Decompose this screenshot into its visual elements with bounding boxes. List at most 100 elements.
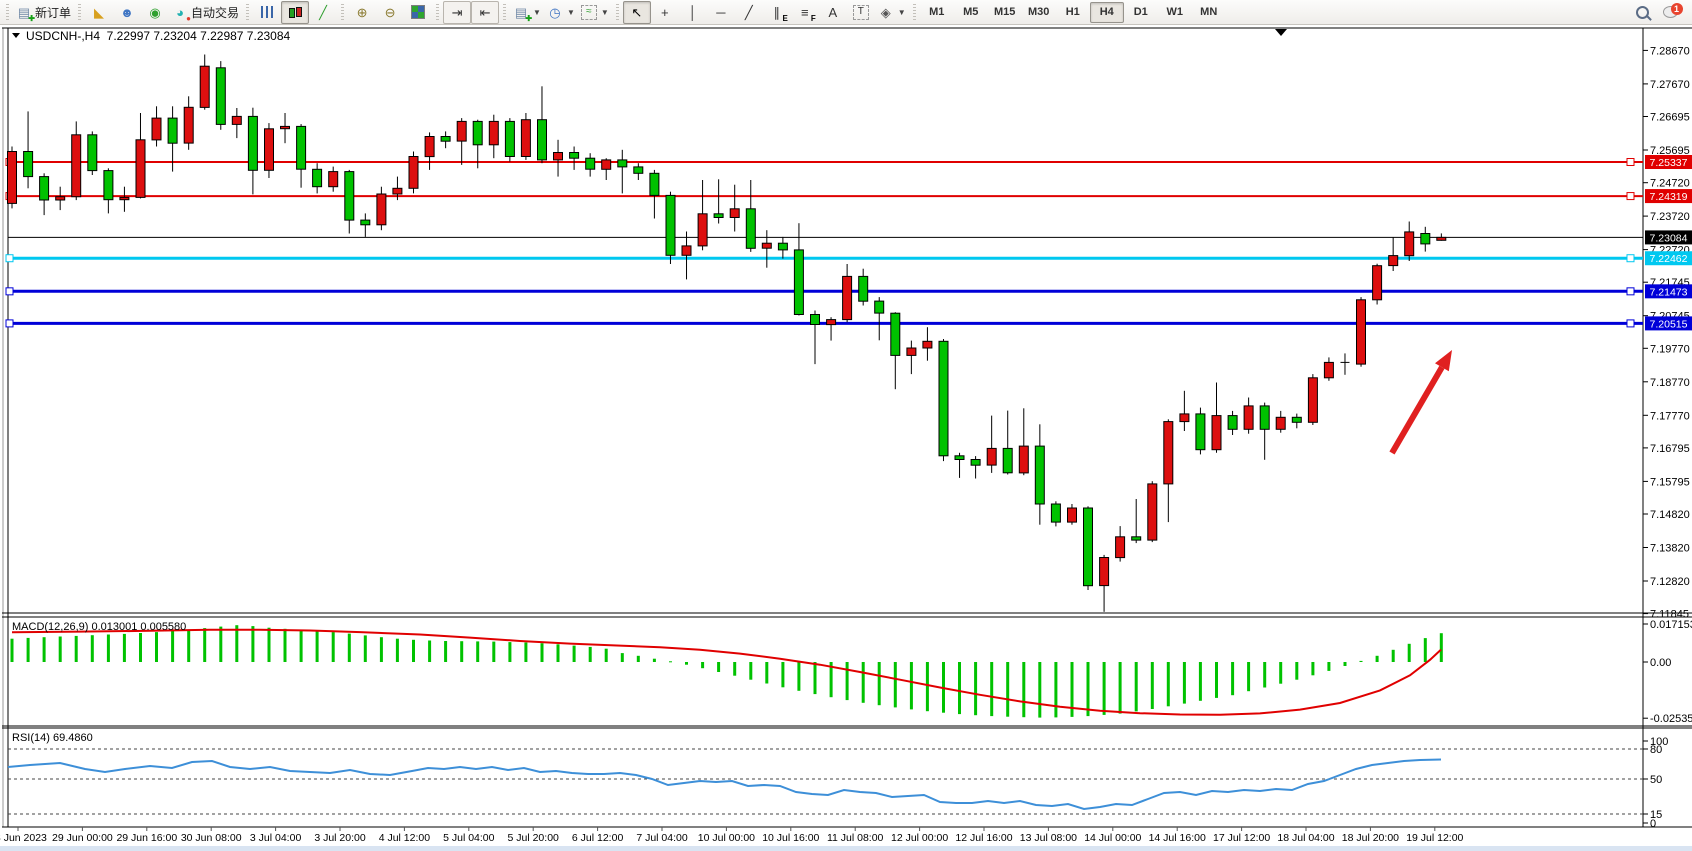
new-chart-icon: ▤ ✚ [514,4,533,23]
timeframe-m15-button[interactable]: M15 [994,6,1016,18]
signals-button[interactable]: ◉ [141,1,169,24]
indicators-button[interactable]: ≈ ▼ [578,1,612,24]
horizontal-lines[interactable]: 7.25337 7.24319 7.23084 7.22462 7.21473 7.205… [5,155,1692,331]
vertical-line-button[interactable]: │ [679,1,707,24]
time-tick-label: 12 Jul 16:00 [955,832,1012,844]
horizontal-line-icon: ─ [716,4,726,20]
price-tick-label: 7.27670 [1650,79,1690,91]
channel-button[interactable]: ∥ E [763,1,791,24]
zoom-out-button[interactable]: ⊖ [376,1,404,24]
zoom-in-button[interactable]: ⊕ [348,1,376,24]
collapse-triangle-icon [12,33,20,38]
macd-histogram-bar [1295,662,1299,680]
time-tick-label: 14 Jul 00:00 [1084,832,1141,844]
toolbar-group-right: 1 [1628,0,1690,24]
trendline-button[interactable]: ╱ [735,1,763,24]
new-chart-button[interactable]: ▤ ✚ ▼ [510,1,544,24]
line-chart-button[interactable]: ╱ [309,1,337,24]
macd-histogram-bar [1327,662,1331,671]
chart-shift-button[interactable]: ⇤ [471,0,500,24]
notifications-button[interactable]: 1 [1656,1,1684,24]
macd-histogram-bar [669,661,672,663]
candle [585,157,596,170]
macd-histogram-bar [203,628,207,662]
community-button[interactable]: ☻ [113,1,141,24]
periods-button[interactable]: ◷ ▼ [544,1,578,24]
candle [842,275,853,321]
price-badge [1645,284,1692,299]
zoom-in-icon: ⊕ [356,4,368,20]
macd-histogram-bar [1086,662,1090,717]
timeframe-d1-button[interactable]: D1 [1133,6,1148,18]
macd-histogram-bar [42,637,46,662]
timeframe-mn-button[interactable]: MN [1200,6,1218,18]
time-tick-label: 12 Jul 00:00 [891,832,948,844]
macd-histogram-bar [1150,662,1154,709]
arrow-annotation[interactable] [1389,350,1452,455]
crosshair-button[interactable]: + [651,1,679,24]
timeframe-h4-button[interactable]: H4 [1089,1,1124,23]
cursor-button[interactable]: ↖ [622,0,651,24]
price-tick-label: 7.16795 [1650,443,1690,455]
macd-histogram-bar [187,629,191,662]
arrows-button[interactable]: ◈ ▼ [875,1,909,24]
macd-histogram-bar [251,626,255,662]
macd-histogram-bar [347,633,351,662]
macd-histogram-bar [1102,662,1106,715]
price-tick-label: 7.26695 [1650,112,1690,124]
market-news-button[interactable]: ◣ [85,1,113,24]
timeframe-h1-button[interactable]: H1 [1065,6,1080,18]
macd-histogram-bar [1231,662,1235,696]
text-button[interactable]: A [819,1,847,24]
rsi-indicator-label: RSI(14) 69.4860 [12,732,93,744]
toolbar-group-chart-type: ╱ [242,0,337,24]
macd-histogram-bar [444,641,448,662]
timeframe-m5-button[interactable]: M5 [963,6,979,18]
timeframe-w1-button[interactable]: W1 [1166,6,1183,18]
tile-windows-button[interactable] [404,1,432,24]
macd-histogram-bar [1038,662,1042,718]
macd-histogram-bar [412,639,415,662]
candlestick-series[interactable] [7,54,1447,612]
chart-canvas[interactable]: 7.28670 7.27670 7.26695 7.25695 7.24720 7.237… [0,26,1692,851]
timeframe-m30-button[interactable]: M30 [1028,6,1050,18]
macd-histogram-bar [733,662,737,676]
macd-histogram-bar [283,628,287,662]
line-handle [1626,192,1635,201]
bar-chart-button[interactable] [253,1,281,24]
horizontal-line-button[interactable]: ─ [707,1,735,24]
candle [986,447,997,466]
search-button[interactable] [1628,1,1656,24]
toolbar-group-timeframes: M1 M5 M15 M30 H1 H4 D1 W1 MN [909,0,1226,24]
timeframe-m1-button[interactable]: M1 [929,6,945,18]
price-tick-label: 7.24720 [1650,178,1690,190]
time-tick-label: 11 Jul 08:00 [827,832,884,844]
macd-histogram-bar [428,640,432,662]
fibonacci-button[interactable]: ≡ F [791,1,819,24]
macd-pane[interactable]: 0.017153 0.00 -0.025358 MACD(12,26,9) 0.013… [10,619,1692,725]
candle [1099,557,1110,587]
macd-histogram-bar [139,633,142,662]
candle [970,459,981,466]
scroll-marker-icon[interactable] [1275,29,1287,36]
candle [1388,255,1399,267]
macd-histogram-bar [1070,662,1074,717]
macd-indicator-label: MACD(12,26,9) 0.013001 0.005580 [12,621,186,633]
auto-trading-button[interactable]: ◕ ● 自动交易 [169,1,242,24]
candle [826,319,837,326]
candle [1163,421,1174,485]
candle [183,106,194,144]
chart-window[interactable]: 7.28670 7.27670 7.26695 7.25695 7.24720 7.237… [0,26,1692,851]
candle [633,166,644,174]
text-label-button[interactable]: T [847,1,875,24]
auto-scroll-button[interactable]: ⇥ [443,0,472,24]
toolbar-grip [246,4,250,20]
macd-histogram-bar [299,629,303,662]
candle [938,340,949,457]
new-order-button[interactable]: ▤ ✚ 新订单 [13,1,74,24]
macd-histogram-bar [604,648,608,662]
candle [488,120,499,146]
candlestick-chart-button[interactable] [281,0,310,24]
